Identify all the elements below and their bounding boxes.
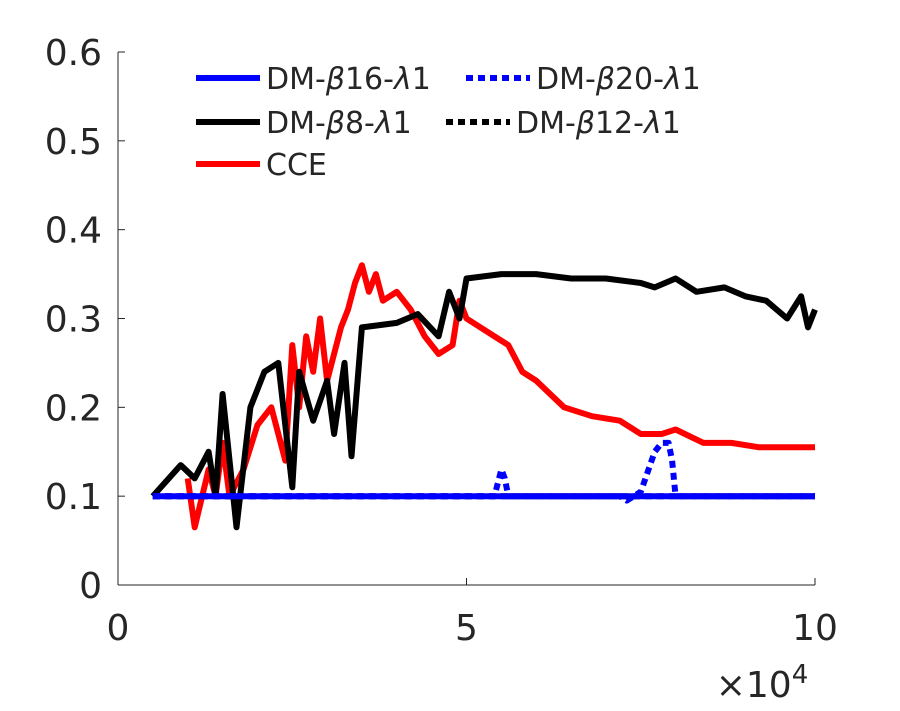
x-tick-label: 0 [107, 608, 130, 649]
y-tick-label: 0.1 [45, 477, 102, 518]
legend-label-3: DM-β12-λ1 [516, 106, 681, 141]
y-tick-label: 0.2 [45, 388, 102, 429]
tick-marks [117, 51, 816, 586]
series-line-4 [184, 262, 815, 531]
tick-labels: 0 0.1 0.2 0.3 0.4 0.5 0.6 0 5 10 [45, 33, 838, 649]
y-tick-label: 0.3 [45, 300, 102, 341]
legend-label-1: DM-β20-λ1 [536, 62, 701, 97]
y-tick-label: 0.6 [45, 33, 102, 74]
plot-series-group [150, 262, 818, 531]
series-line-2 [150, 271, 818, 531]
y-tick-label: 0.4 [45, 211, 102, 252]
x-tick-label: 5 [455, 608, 478, 649]
legend-label-2: DM-β8-λ1 [266, 106, 412, 141]
legend: DM-β16-λ1 DM-β20-λ1 DM-β8-λ1 DM-β12-λ1 CCE [196, 62, 701, 183]
series-line-1 [152, 439, 815, 504]
x-exponent-label: ×104 [716, 660, 809, 706]
y-tick-label: 0.5 [45, 122, 102, 163]
x-tick-label: 10 [792, 608, 838, 649]
legend-label-4: CCE [266, 148, 327, 183]
legend-label-0: DM-β16-λ1 [266, 62, 431, 97]
y-tick-label: 0 [79, 566, 102, 607]
